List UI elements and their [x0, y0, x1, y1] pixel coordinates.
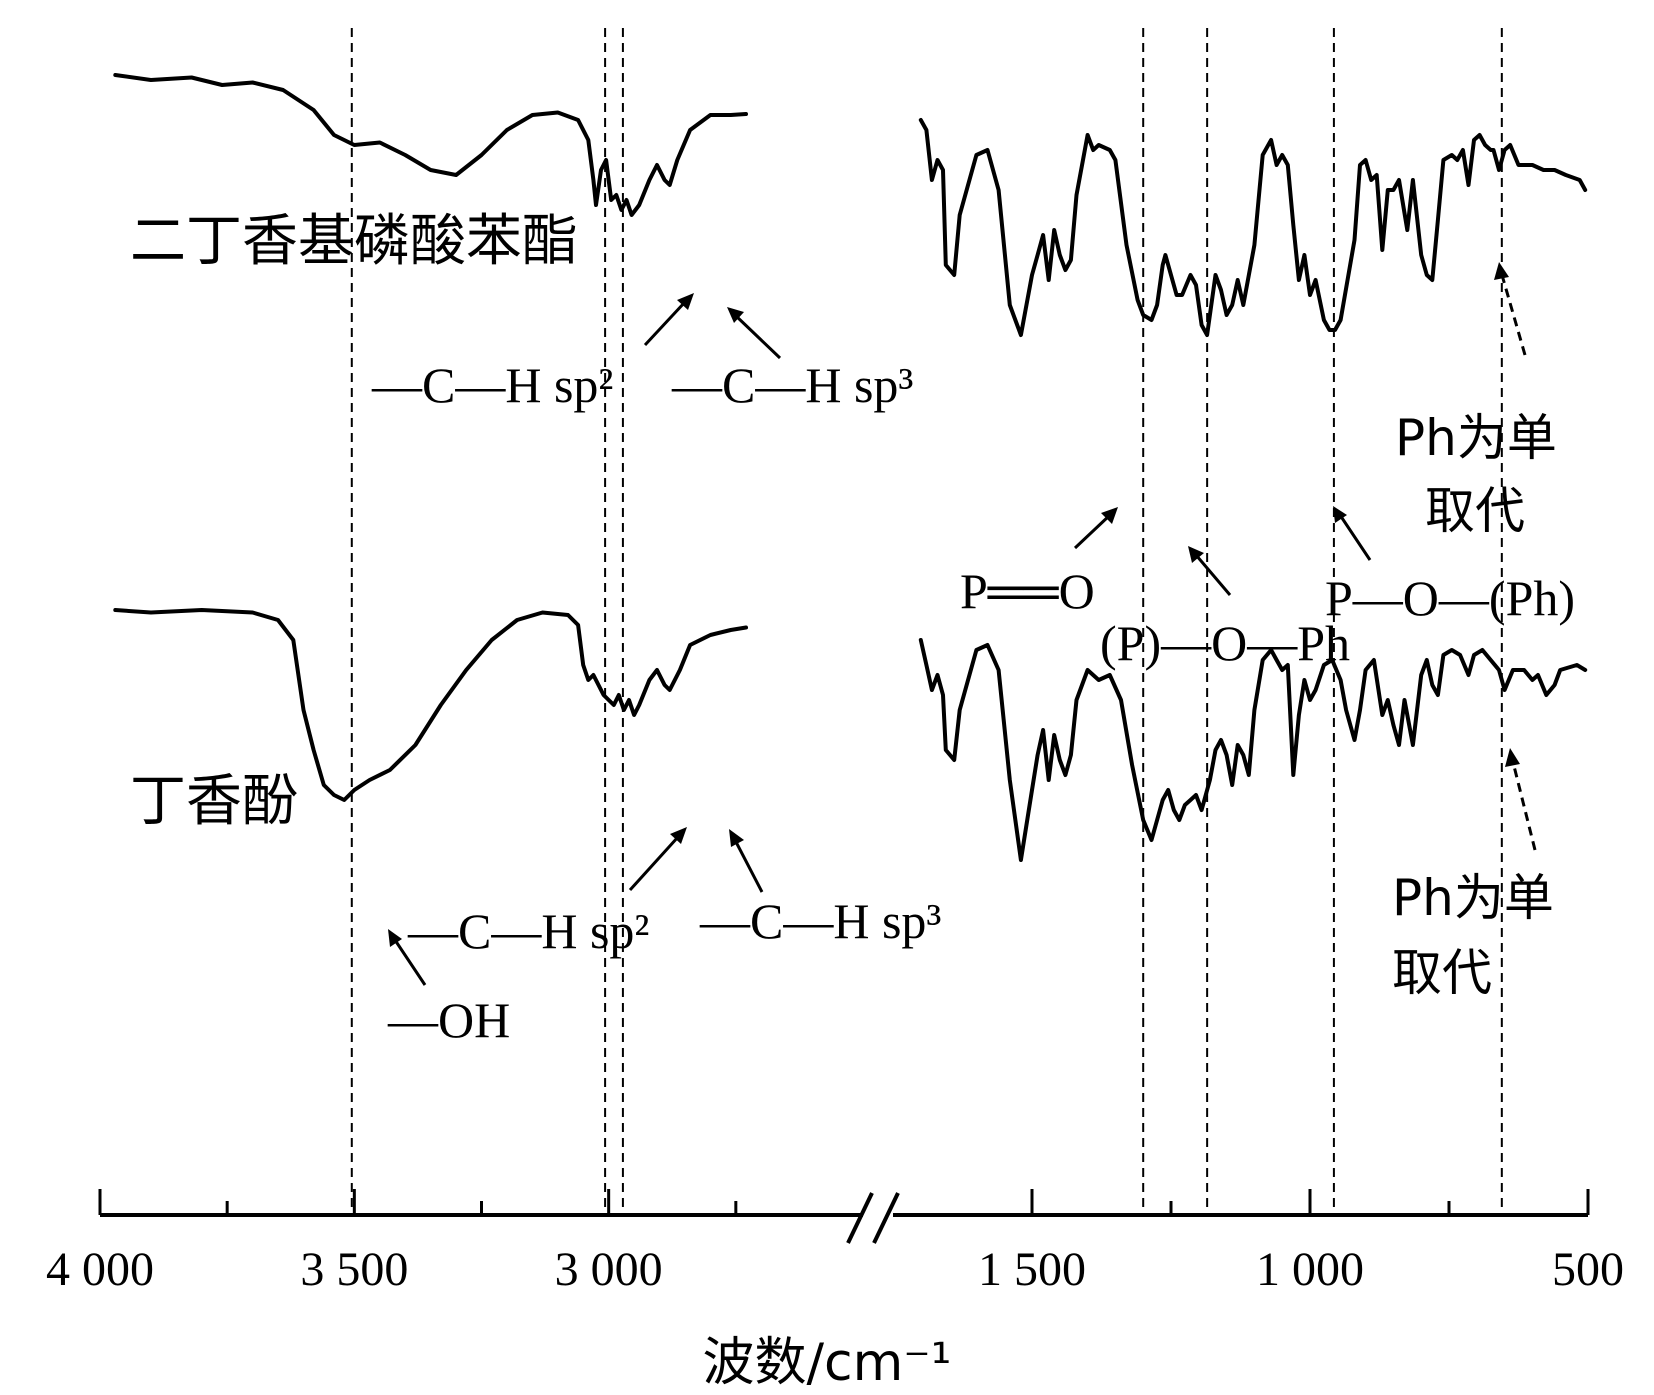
annotation-top-ch-sp2: —C—H sp² — [371, 357, 613, 413]
arrow-ph-mono-top — [1500, 274, 1527, 356]
annotation-p-o-ph: (P)—O—Ph — [1100, 615, 1350, 671]
x-tick-label: 1 500 — [978, 1243, 1086, 1296]
annotation-ph-mono-top-1: Ph为单 — [1395, 409, 1557, 467]
x-ticks: 4 000 3 500 3 000 1 500 1 000 500 — [46, 1189, 1624, 1296]
series-label-top: 二丁香基磷酸苯酯 — [130, 209, 578, 274]
annotation-ph-mono-bot-1: Ph为单 — [1392, 869, 1554, 927]
arrow-oh — [393, 939, 427, 986]
annotation-top-ch-sp3: —C—H sp³ — [671, 357, 913, 413]
arrowhead-oh — [388, 929, 402, 947]
axis-break-mark-2 — [872, 1192, 900, 1244]
arrow-po-double — [1073, 513, 1112, 550]
arrow-bottom-sp3 — [733, 839, 764, 893]
x-tick-label: 500 — [1552, 1243, 1624, 1296]
arrowhead-top-sp3 — [727, 307, 744, 323]
x-axis — [100, 1192, 1588, 1244]
x-tick-label: 1 000 — [1256, 1243, 1364, 1296]
arrowhead-bottom-sp3 — [729, 829, 744, 847]
arrowhead-top-sp2 — [677, 293, 694, 310]
arrowhead-ph-mono-top — [1494, 262, 1509, 280]
annotation-bottom-ch-sp2: —C—H sp² — [407, 903, 649, 959]
annotation-ph-mono-top-2: 取代 — [1425, 482, 1525, 540]
x-tick-label: 3 500 — [300, 1243, 408, 1296]
axis-break-mark-1 — [846, 1192, 874, 1244]
arrowhead-ph-mono-bot — [1505, 748, 1520, 767]
arrow-p-o-ph — [1194, 554, 1232, 596]
spectrum-curve-diphenyl-phosphate — [113, 73, 1588, 337]
x-tick-label: 3 000 — [555, 1243, 663, 1296]
spectrum-curve-eugenol — [113, 608, 1588, 862]
arrow-ph-mono-bot — [1511, 761, 1537, 851]
guide-lines — [350, 28, 1503, 1215]
arrow-p-o-ph2 — [1338, 514, 1372, 561]
arrowhead-p-o-ph2 — [1333, 506, 1347, 523]
series-label-bottom: 丁香酚 — [130, 769, 298, 834]
annotation-p-o-ph2: P—O—(Ph) — [1325, 570, 1575, 626]
annotation-bottom-ch-sp3: —C—H sp³ — [699, 893, 941, 949]
annotation-ph-mono-bot-2: 取代 — [1392, 944, 1492, 1002]
x-axis-title: 波数/cm⁻¹ — [702, 1333, 951, 1393]
annotation-oh: —OH — [387, 992, 510, 1048]
annotation-po-double: P══O — [960, 563, 1095, 619]
arrow-bottom-sp2 — [628, 835, 680, 892]
arrow-top-sp2 — [643, 300, 687, 347]
arrowhead-p-o-ph — [1188, 546, 1204, 563]
arrow-top-sp3 — [733, 313, 782, 360]
x-tick-label: 4 000 — [46, 1243, 154, 1296]
arrowhead-po-double — [1101, 507, 1118, 524]
arrowhead-bottom-sp2 — [670, 827, 687, 844]
